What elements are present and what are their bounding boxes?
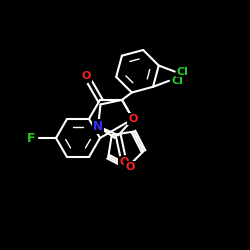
Text: O: O — [119, 158, 129, 168]
Text: F: F — [27, 132, 35, 144]
Text: O: O — [82, 71, 91, 81]
Text: Cl: Cl — [177, 66, 189, 76]
Text: O: O — [128, 114, 138, 124]
Text: Cl: Cl — [171, 76, 183, 86]
Text: N: N — [93, 120, 103, 133]
Text: O: O — [125, 162, 134, 172]
